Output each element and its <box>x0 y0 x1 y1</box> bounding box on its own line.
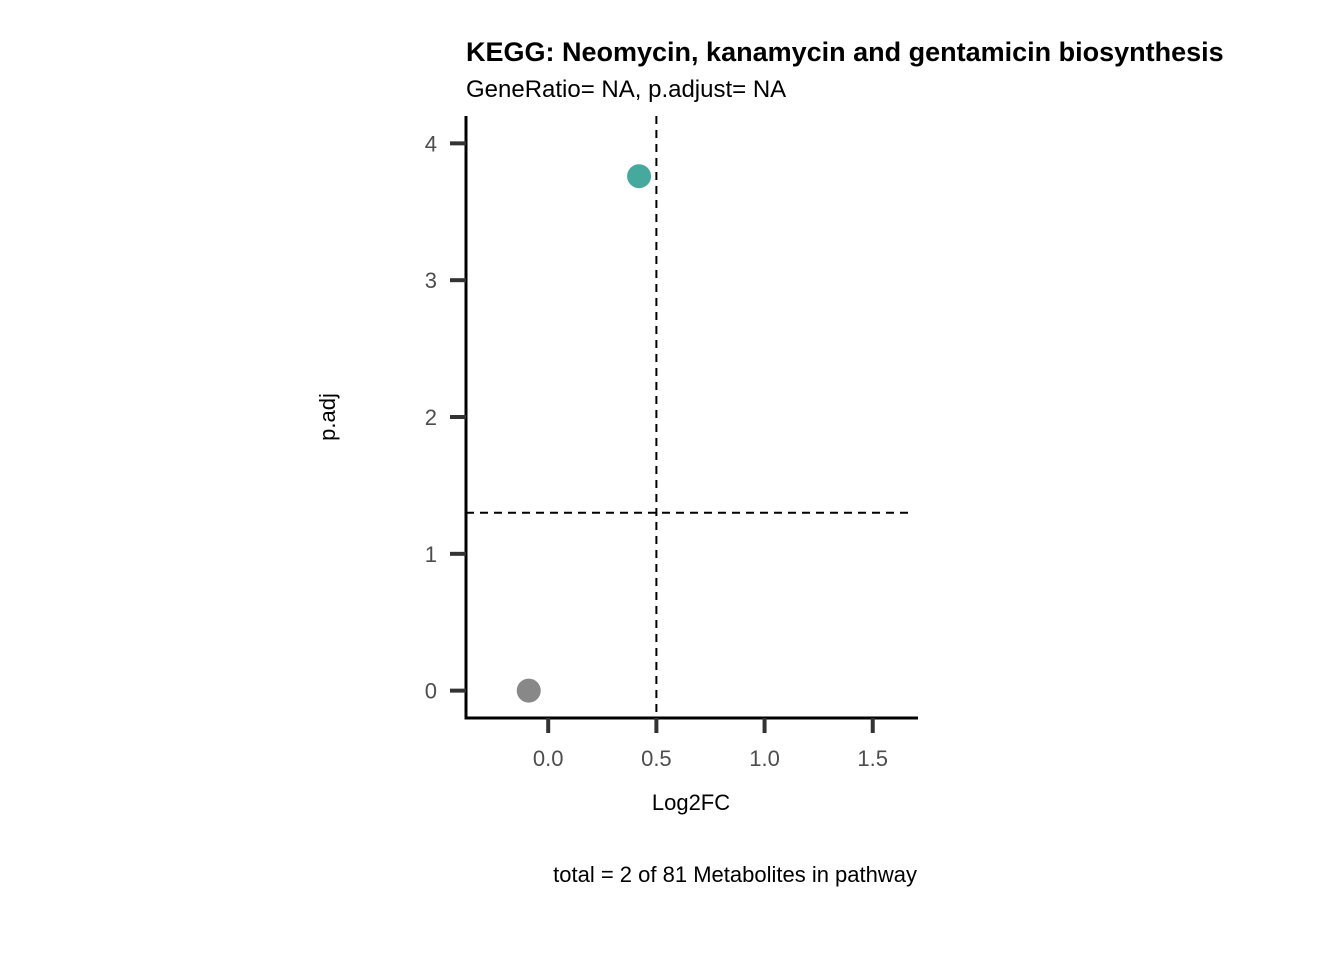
data-points <box>516 164 652 703</box>
y-tick-label: 4 <box>425 131 437 156</box>
data-point-2 <box>627 164 652 189</box>
x-tick-label: 0.0 <box>533 746 564 771</box>
chart-subtitle: GeneRatio= NA, p.adjust= NA <box>466 76 786 103</box>
data-point-1 <box>516 678 541 703</box>
y-axis-title: p.adj <box>315 393 340 441</box>
x-tick-label: 1.5 <box>857 746 888 771</box>
y-tick-label: 2 <box>425 405 437 430</box>
chart-title: KEGG: Neomycin, kanamycin and gentamicin… <box>466 37 1224 67</box>
chart-caption: total = 2 of 81 Metabolites in pathway <box>553 862 917 887</box>
y-tick-label: 0 <box>425 679 437 704</box>
reference-lines <box>466 116 910 718</box>
y-tick-label: 3 <box>425 268 437 293</box>
x-axis-title: Log2FC <box>652 790 730 815</box>
x-tick-label: 0.5 <box>641 746 672 771</box>
x-tick-label: 1.0 <box>749 746 780 771</box>
y-tick-label: 1 <box>425 542 437 567</box>
y-axis-ticks: 0 1 2 3 4 <box>425 131 466 704</box>
x-axis-ticks: 0.0 0.5 1.0 1.5 <box>533 718 888 771</box>
